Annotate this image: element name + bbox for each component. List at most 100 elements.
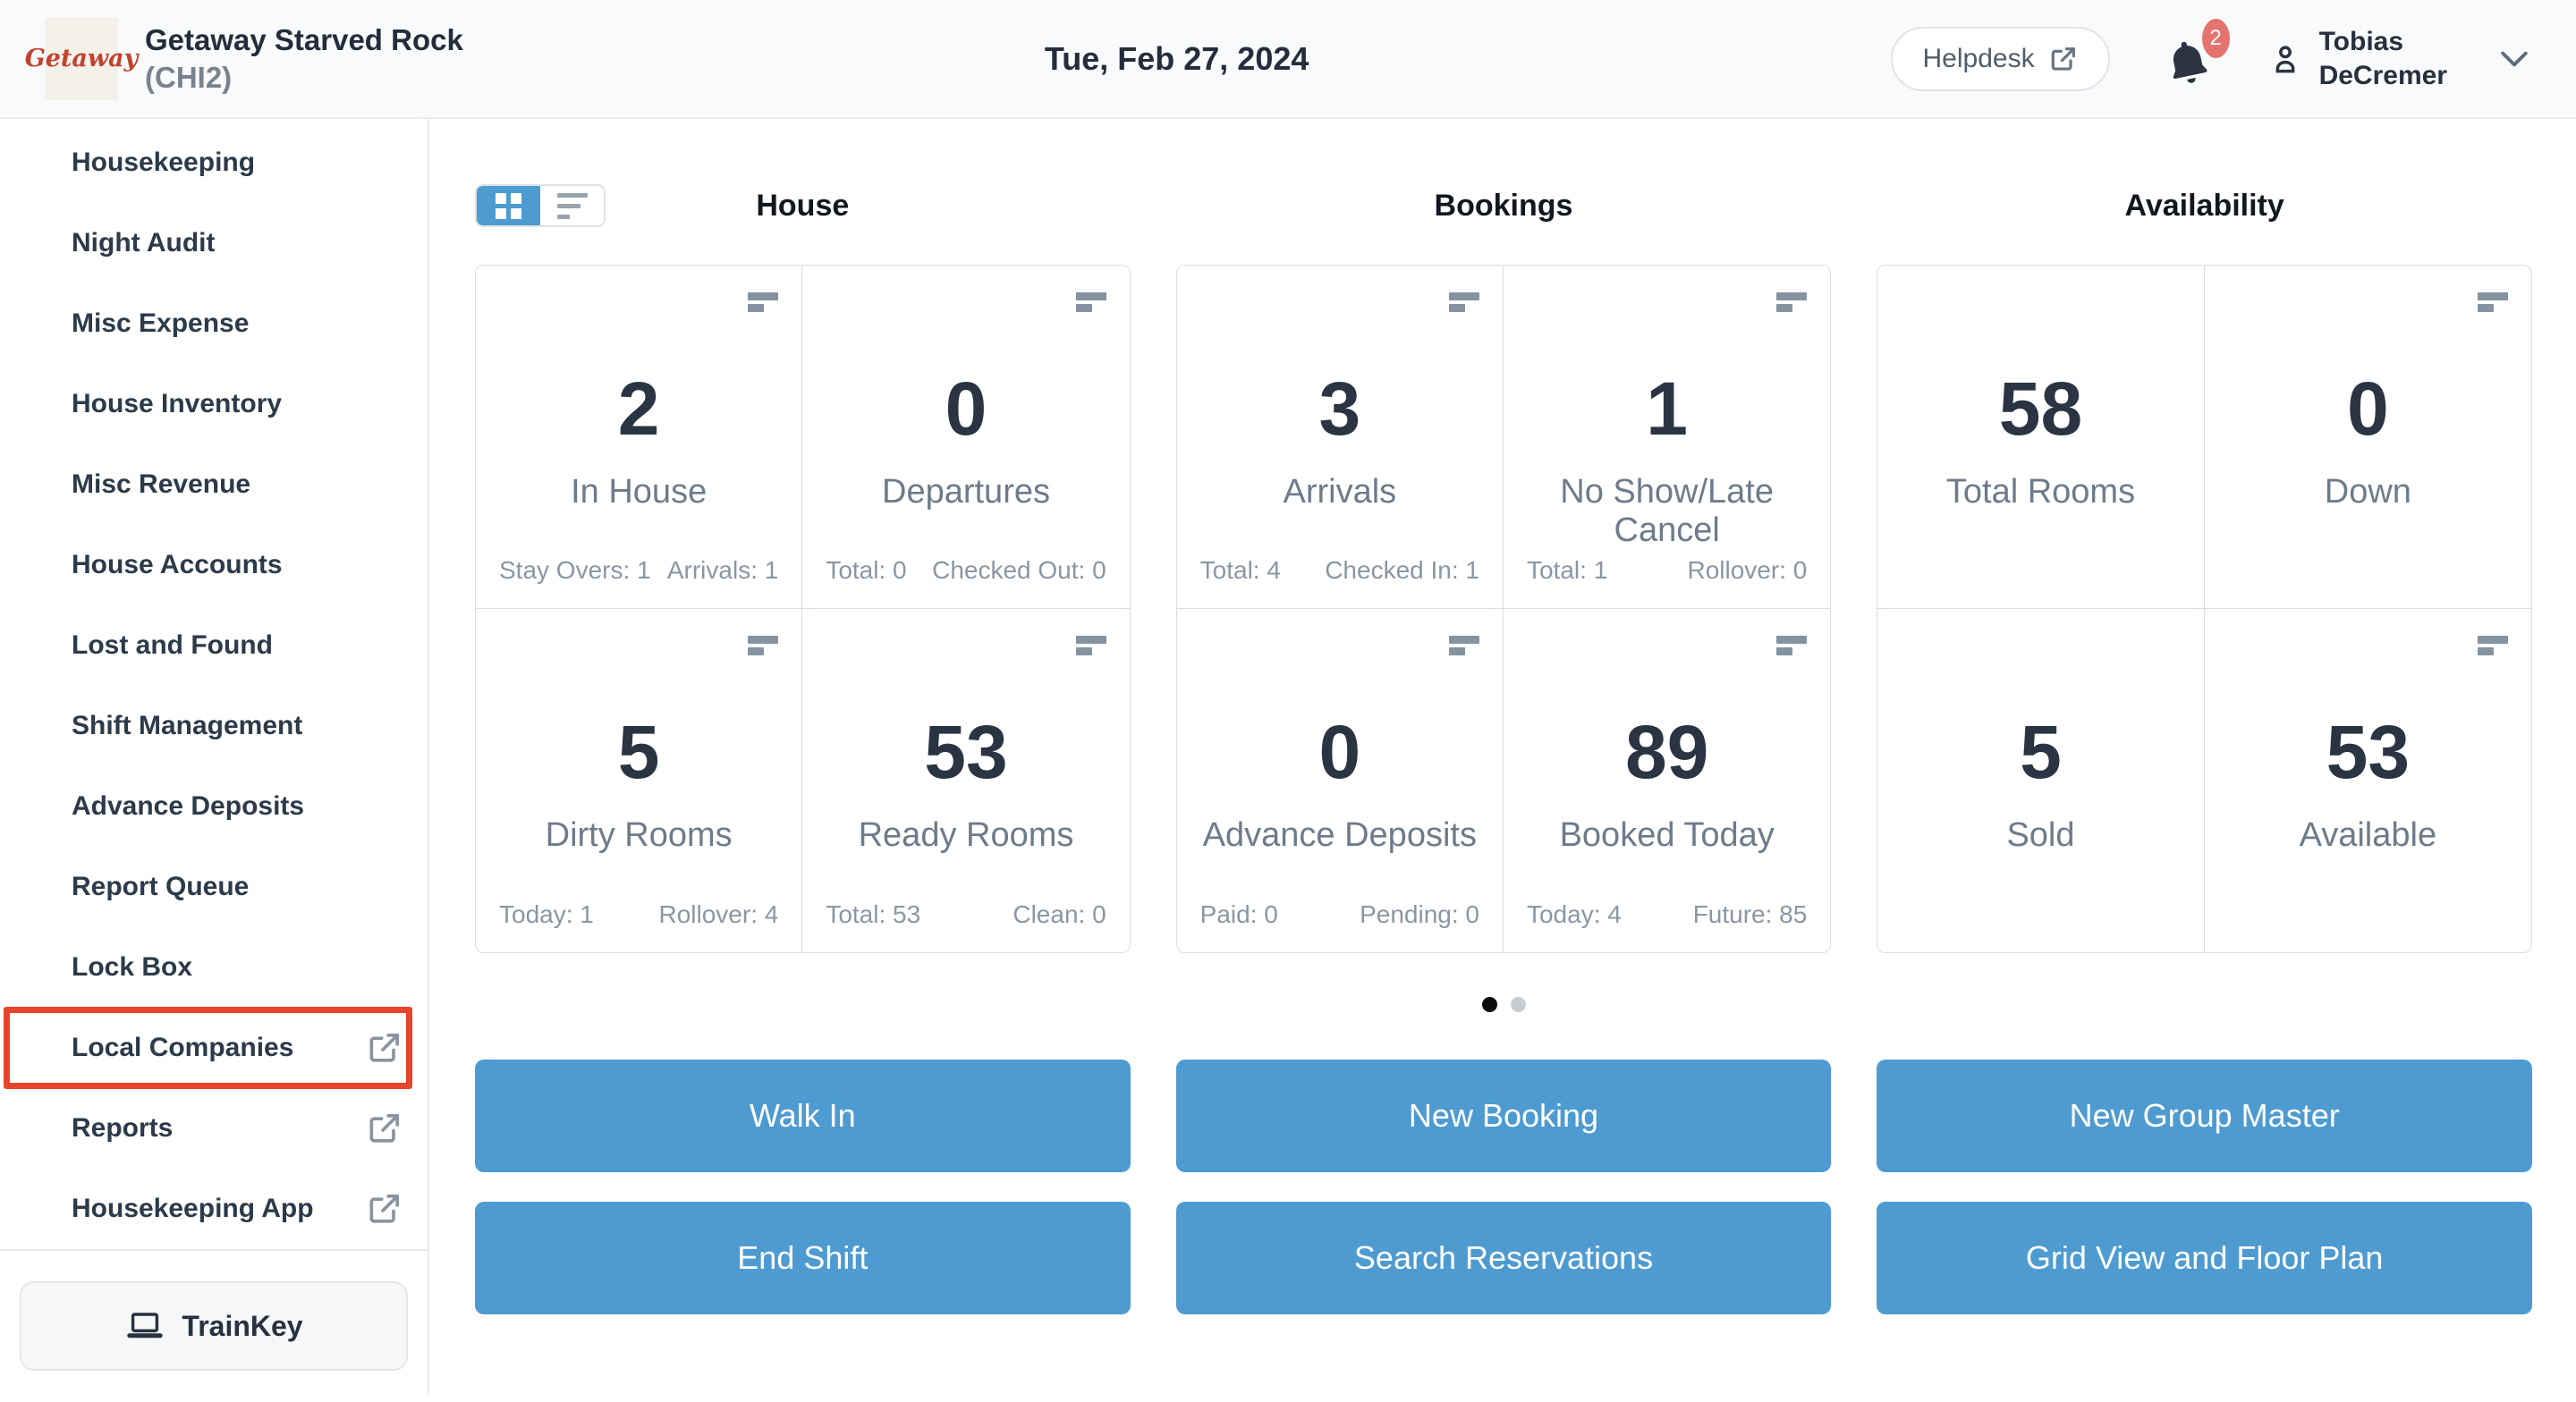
stat-label: No Show/Late Cancel <box>1560 473 1775 549</box>
new-booking-button[interactable]: New Booking <box>1175 1060 1832 1172</box>
end-shift-button[interactable]: End Shift <box>475 1202 1131 1314</box>
stat-footer-right: Checked Out: 0 <box>932 556 1106 584</box>
header-controls: Helpdesk 2 Tobias DeCremer <box>1890 18 2530 93</box>
card-menu-icon[interactable] <box>2478 292 2508 312</box>
stat-value: 1 <box>1646 367 1689 451</box>
property-code: (CHI2) <box>145 60 233 94</box>
stat-value: 2 <box>617 367 660 451</box>
sidebar-item-advance-deposits[interactable]: Advance Deposits <box>0 766 428 847</box>
stat-label: Total Rooms <box>1945 473 2136 511</box>
grid-view-floor-plan-button[interactable]: Grid View and Floor Plan <box>1877 1202 2532 1314</box>
stat-label: Dirty Rooms <box>545 816 733 854</box>
card-menu-icon[interactable] <box>1075 292 1106 312</box>
availability-card-down[interactable]: 0 Down <box>2204 266 2531 609</box>
bookings-card-group: 3 Arrivals Total: 4 Checked In: 1 1 No S… <box>1175 265 1832 953</box>
stat-label: Arrivals <box>1283 473 1397 511</box>
grid-view-toggle[interactable] <box>477 186 540 225</box>
user-menu[interactable]: Tobias DeCremer <box>2267 25 2447 93</box>
laptop-icon <box>127 1313 164 1339</box>
sidebar-item-night-audit[interactable]: Night Audit <box>0 203 428 283</box>
sidebar-item-shift-management[interactable]: Shift Management <box>0 686 428 766</box>
sidebar-item-label: Reports <box>72 1113 174 1143</box>
carousel-dots <box>475 997 2532 1012</box>
stat-footer-left: Today: 4 <box>1526 900 1622 928</box>
card-menu-icon[interactable] <box>1776 636 1808 655</box>
carousel-dot-1[interactable] <box>1481 997 1497 1012</box>
notifications-button[interactable]: 2 <box>2162 18 2230 89</box>
stat-footer-left: Total: 0 <box>826 556 907 584</box>
sidebar: Housekeeping Night Audit Misc Expense Ho… <box>0 119 429 1393</box>
sidebar-item-misc-revenue[interactable]: Misc Revenue <box>0 444 428 525</box>
helpdesk-button[interactable]: Helpdesk <box>1890 26 2110 91</box>
stat-footer: Total: 0 Checked Out: 0 <box>826 556 1106 585</box>
view-toggle <box>475 184 606 227</box>
card-menu-icon[interactable] <box>1075 636 1106 655</box>
walk-in-button[interactable]: Walk In <box>475 1060 1131 1172</box>
stat-footer-right: Clean: 0 <box>1013 900 1106 928</box>
stat-footer: Paid: 0 Pending: 0 <box>1200 900 1479 929</box>
bookings-card-no-show[interactable]: 1 No Show/Late Cancel Total: 1 Rollover:… <box>1503 266 1831 609</box>
house-card-departures[interactable]: 0 Departures Total: 0 Checked Out: 0 <box>802 266 1130 609</box>
card-menu-icon[interactable] <box>1776 292 1808 312</box>
chevron-down-icon[interactable] <box>2499 47 2529 71</box>
sidebar-item-local-companies[interactable]: Local Companies <box>0 1007 428 1089</box>
sidebar-nav: Housekeeping Night Audit Misc Expense Ho… <box>0 119 428 1249</box>
carousel-dot-2[interactable] <box>1510 997 1526 1012</box>
new-group-master-button[interactable]: New Group Master <box>1877 1060 2532 1172</box>
external-link-icon <box>369 1114 399 1143</box>
stat-footer: Total: 1 Rollover: 0 <box>1527 556 1807 585</box>
sidebar-item-house-inventory[interactable]: House Inventory <box>0 364 428 444</box>
sidebar-item-label: Local Companies <box>72 1033 294 1062</box>
sidebar-item-report-queue[interactable]: Report Queue <box>0 847 428 927</box>
stat-value: 0 <box>1318 710 1361 794</box>
house-card-dirty-rooms[interactable]: 5 Dirty Rooms Today: 1 Rollover: 4 <box>476 609 803 952</box>
card-menu-icon[interactable] <box>1448 292 1479 312</box>
action-buttons-row-2: End Shift Search Reservations Grid View … <box>475 1202 2532 1314</box>
dashboard-toolbar: House Bookings Availability <box>475 184 2532 227</box>
availability-card-sold[interactable]: 5 Sold <box>1877 609 2205 952</box>
section-title-bookings: Bookings <box>1434 188 1573 223</box>
bookings-card-booked-today[interactable]: 89 Booked Today Today: 4 Future: 85 <box>1503 609 1831 952</box>
list-view-toggle[interactable] <box>540 186 604 225</box>
sidebar-item-reports[interactable]: Reports <box>0 1088 428 1169</box>
stat-label: Available <box>2299 816 2437 854</box>
trainkey-label: TrainKey <box>182 1309 303 1342</box>
house-card-in-house[interactable]: 2 In House Stay Overs: 1 Arrivals: 1 <box>476 266 803 609</box>
card-menu-icon[interactable] <box>748 292 779 312</box>
stat-value: 5 <box>617 710 660 794</box>
stat-footer-right: Rollover: 4 <box>658 900 779 928</box>
trainkey-button[interactable]: TrainKey <box>20 1281 408 1371</box>
card-menu-icon[interactable] <box>1448 636 1479 655</box>
stat-value: 53 <box>2326 710 2411 794</box>
current-date: Tue, Feb 27, 2024 <box>1044 39 1309 77</box>
house-card-ready-rooms[interactable]: 53 Ready Rooms Total: 53 Clean: 0 <box>802 609 1130 952</box>
notification-badge: 2 <box>2201 18 2230 58</box>
sidebar-item-label: Housekeeping App <box>72 1194 314 1223</box>
bookings-card-advance-deposits[interactable]: 0 Advance Deposits Paid: 0 Pending: 0 <box>1176 609 1504 952</box>
stat-footer: Today: 1 Rollover: 4 <box>499 900 778 929</box>
sidebar-item-lock-box[interactable]: Lock Box <box>0 927 428 1008</box>
sidebar-item-housekeeping[interactable]: Housekeeping <box>0 122 428 203</box>
sidebar-item-label: Night Audit <box>72 228 216 258</box>
search-reservations-button[interactable]: Search Reservations <box>1175 1202 1832 1314</box>
app-header: Getaway Getaway Starved Rock (CHI2) Tue,… <box>0 0 2576 119</box>
availability-card-total-rooms[interactable]: 58 Total Rooms <box>1877 266 2205 609</box>
availability-card-available[interactable]: 53 Available <box>2204 609 2531 952</box>
sidebar-item-misc-expense[interactable]: Misc Expense <box>0 283 428 364</box>
sidebar-item-housekeeping-app[interactable]: Housekeeping App <box>0 1169 428 1249</box>
sidebar-item-lost-and-found[interactable]: Lost and Found <box>0 605 428 686</box>
availability-card-group: 58 Total Rooms 0 Down 5 Sold <box>1877 265 2532 953</box>
bookings-card-arrivals[interactable]: 3 Arrivals Total: 4 Checked In: 1 <box>1176 266 1504 609</box>
property-info: Getaway Starved Rock (CHI2) <box>145 21 463 97</box>
user-name: Tobias DeCremer <box>2319 25 2447 93</box>
user-first-name: Tobias <box>2318 26 2404 56</box>
sidebar-item-label: Shift Management <box>72 711 303 740</box>
sidebar-item-label: Advance Deposits <box>72 791 305 821</box>
card-menu-icon[interactable] <box>2478 636 2508 655</box>
stat-value: 53 <box>924 710 1008 794</box>
sidebar-item-house-accounts[interactable]: House Accounts <box>0 525 428 605</box>
stat-footer-left: Total: 53 <box>826 900 921 928</box>
stat-value: 0 <box>2346 367 2389 451</box>
dashboard: House Bookings Availability 2 In House S… <box>429 119 2576 1393</box>
card-menu-icon[interactable] <box>748 636 779 655</box>
